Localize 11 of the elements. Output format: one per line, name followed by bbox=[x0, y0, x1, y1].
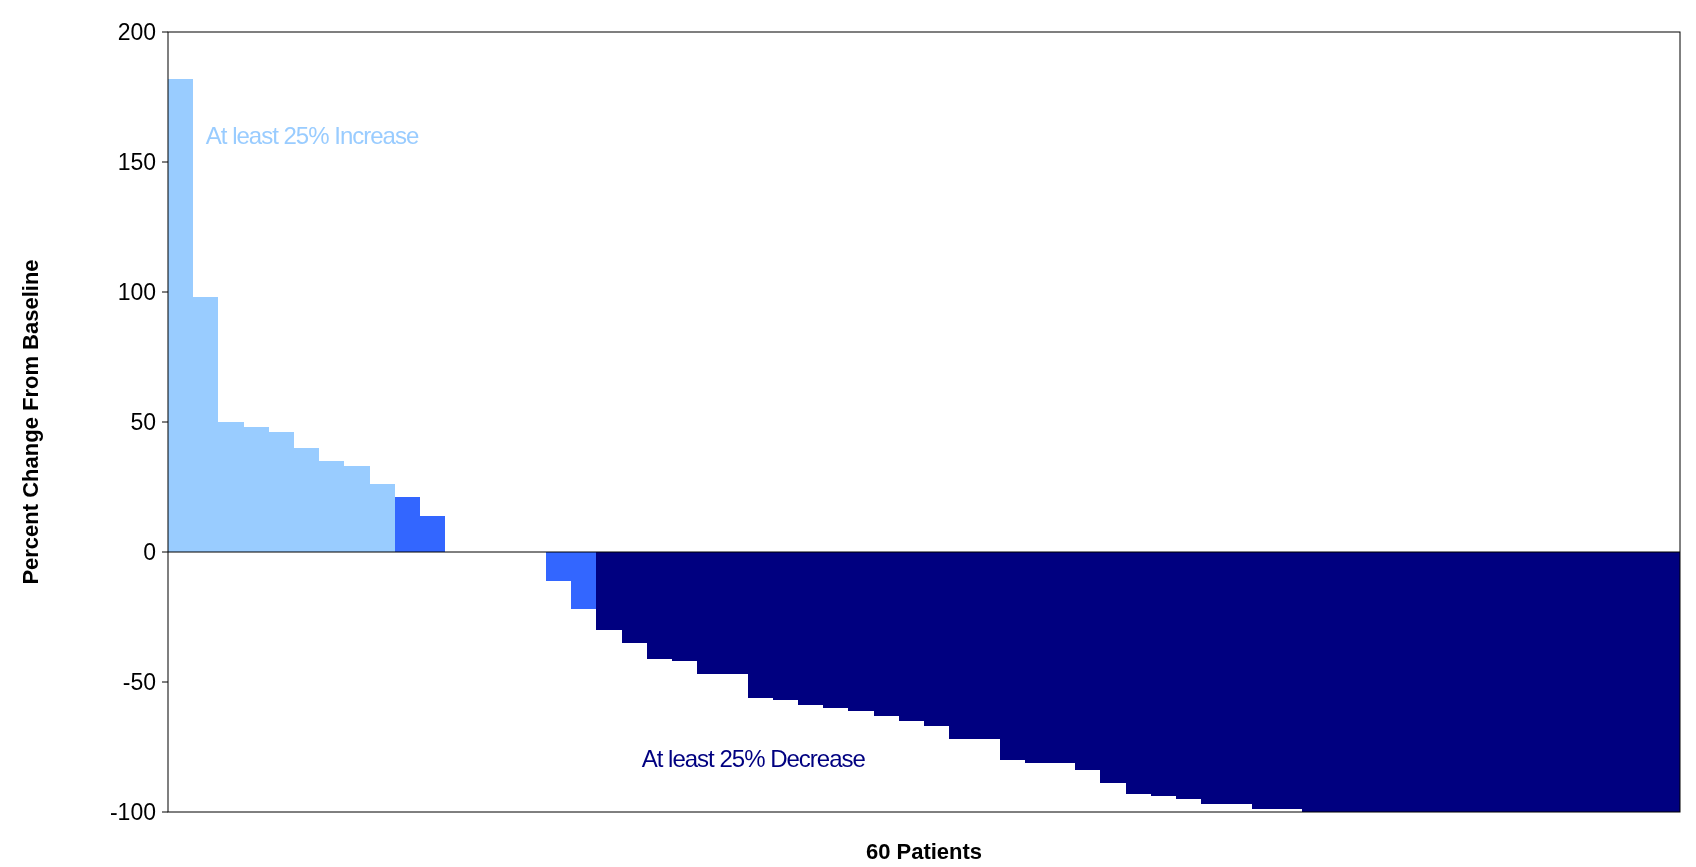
y-tick-label: 50 bbox=[130, 409, 156, 436]
y-tick-label: -50 bbox=[122, 669, 156, 696]
y-tick-label: -100 bbox=[109, 799, 156, 826]
y-tick-label: 200 bbox=[117, 19, 156, 46]
annotation: At least 25% Increase bbox=[205, 122, 419, 149]
y-tick-label: 100 bbox=[117, 279, 156, 306]
y-axis-title: Percent Change From Baseline bbox=[18, 259, 43, 585]
x-axis-title: 60 Patients bbox=[865, 839, 983, 864]
annotation: At least 25% Decrease bbox=[641, 744, 866, 772]
y-tick-label: 0 bbox=[143, 539, 156, 566]
y-tick-label: 150 bbox=[117, 149, 156, 176]
